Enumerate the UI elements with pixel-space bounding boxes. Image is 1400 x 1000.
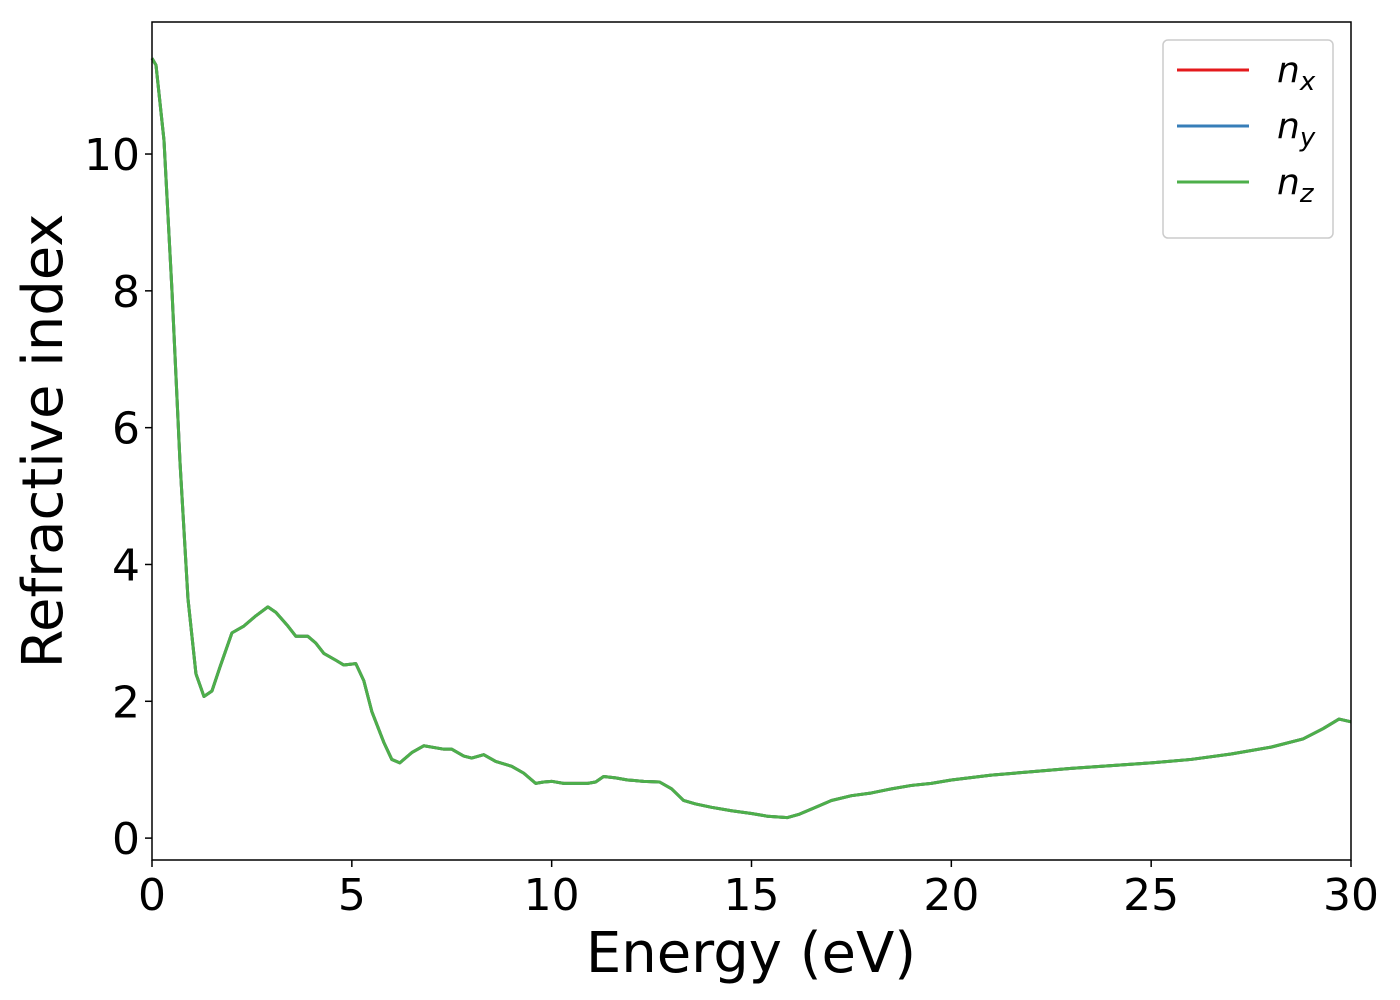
x-tick-label: 10 <box>524 870 580 921</box>
x-tick-label: 5 <box>338 870 366 921</box>
x-tick-label: 25 <box>1123 870 1179 921</box>
legend-box <box>1162 39 1334 239</box>
x-axis-label: Energy (eV) <box>586 921 916 986</box>
x-tick-label: 30 <box>1323 870 1379 921</box>
y-tick-label: 8 <box>112 267 140 318</box>
x-tick-label: 15 <box>724 870 780 921</box>
y-tick-label: 4 <box>112 540 140 591</box>
y-axis-label: Refractive index <box>11 214 76 669</box>
legend-label: ny <box>1277 106 1316 153</box>
x-tick-label: 20 <box>923 870 979 921</box>
y-tick-label: 10 <box>84 130 140 181</box>
legend-label: nx <box>1277 50 1316 97</box>
y-tick-label: 0 <box>112 814 140 865</box>
x-tick-label: 0 <box>138 870 166 921</box>
plot-frame <box>151 21 1352 861</box>
series-line <box>150 57 1352 820</box>
y-tick-label: 6 <box>112 404 140 455</box>
y-tick-label: 2 <box>112 677 140 728</box>
legend-label: nz <box>1277 162 1315 209</box>
